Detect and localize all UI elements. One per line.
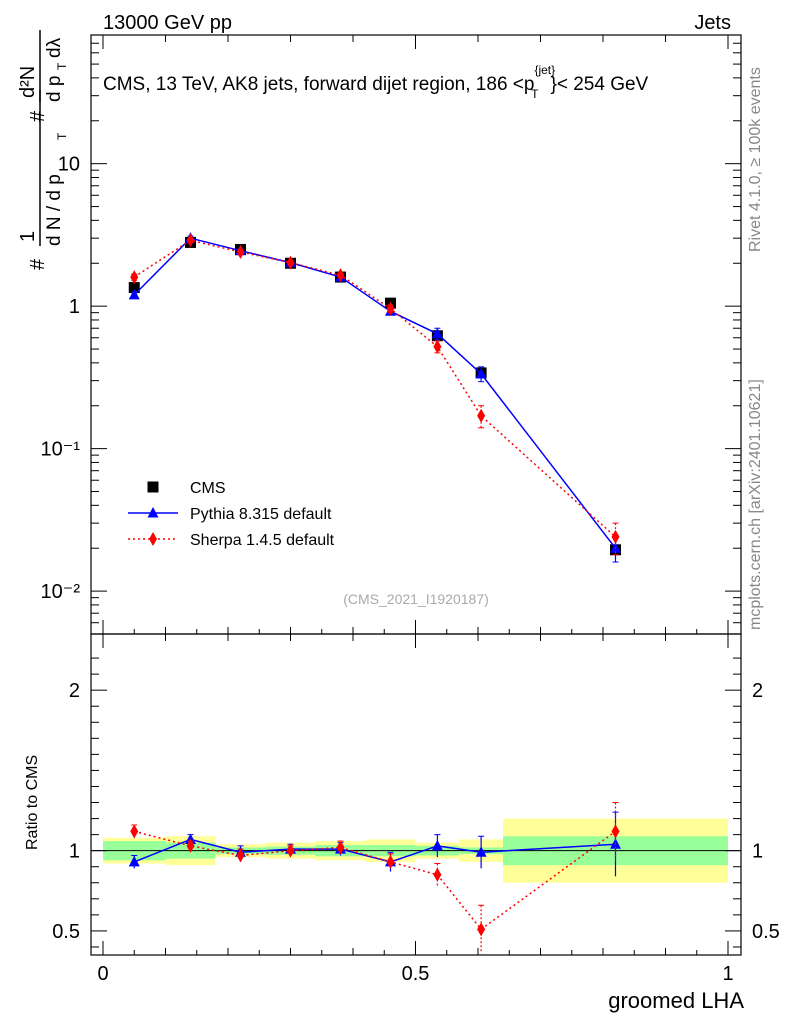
y-label-d2n: d²N <box>17 66 39 98</box>
rivet-label: Rivet 4.1.0, ≥ 100k events <box>747 67 764 252</box>
x-tick-label: 0 <box>97 963 108 985</box>
main-point-1-7 <box>475 367 487 379</box>
main-point-2-1 <box>186 233 195 248</box>
title-end: }< 254 GeV <box>551 74 649 95</box>
ratio-point-0-0 <box>128 855 140 867</box>
y-tick-label: 1 <box>69 296 80 318</box>
legend-marker-2 <box>149 532 157 546</box>
analysis-watermark: (CMS_2021_I1920187) <box>343 591 489 607</box>
main-point-2-2 <box>236 244 245 259</box>
ratio-point-1-4 <box>336 840 345 855</box>
main-point-1-0 <box>128 288 140 300</box>
main-point-2-6 <box>433 339 442 354</box>
ratio-tick-label: 1 <box>69 841 80 863</box>
ratio-point-0-6 <box>431 839 443 851</box>
ratio-point-1-3 <box>286 843 295 858</box>
y-label-hash1: # <box>27 258 49 270</box>
header-left: 13000 GeV pp <box>103 12 232 34</box>
y-tick-label: 10 <box>58 154 80 176</box>
plot-title: CMS, 13 TeV, AK8 jets, forward dijet reg… <box>103 63 649 101</box>
y-label-dl: dλ <box>44 37 65 58</box>
ratio-point-1-8 <box>611 824 620 839</box>
ratio-point-1-6 <box>433 867 442 882</box>
y-label-one: 1 <box>17 231 39 242</box>
legend: CMS Pythia 8.315 default Sherpa 1.4.5 defa… <box>128 480 335 549</box>
y-label-hash2: # <box>27 110 49 122</box>
main-point-2-0 <box>130 270 139 285</box>
main-point-2-4 <box>336 268 345 283</box>
x-tick-label: 0.5 <box>402 963 430 985</box>
ratio-tick-label: 2 <box>69 680 80 702</box>
main-point-0-0 <box>128 282 140 294</box>
main-point-2-7 <box>477 408 486 423</box>
main-frame <box>90 34 742 635</box>
ratio-y-label: Ratio to CMS <box>24 755 41 850</box>
x-axis-label: groomed LHA <box>608 988 744 1013</box>
ratio-tick-label: 0.5 <box>52 921 80 943</box>
ratio-point-1-0 <box>130 824 139 839</box>
ratio-frame <box>90 633 742 956</box>
ratio-point-1-1 <box>186 838 195 853</box>
ratio-tick-label-right: 2 <box>752 680 763 702</box>
legend-label-2: Sherpa 1.4.5 default <box>190 532 335 549</box>
legend-label-1: Pythia 8.315 default <box>190 506 332 523</box>
x-tick-label: 1 <box>722 963 733 985</box>
title-sub: T <box>531 87 539 101</box>
mcplots-label: mcplots.cern.ch [arXiv:2401.10621] <box>747 379 764 630</box>
title-main: CMS, 13 TeV, AK8 jets, forward dijet reg… <box>103 74 534 95</box>
y-label-t1: T <box>55 132 69 140</box>
legend-label-0: CMS <box>190 480 226 497</box>
ratio-line-1 <box>134 830 616 931</box>
y-label-dn: d N / d p <box>44 174 65 246</box>
ratio-tick-label-right: 0.5 <box>752 921 780 943</box>
legend-marker-1 <box>147 507 159 518</box>
main-point-2-5 <box>386 301 395 316</box>
ratio-tick-label-right: 1 <box>752 841 763 863</box>
ratio-point-1-5 <box>386 854 395 869</box>
ratio-plot-layer: 0 0.5 1 0.5 0.5 1 1 2 2 <box>52 633 780 985</box>
y-tick-label: 10⁻¹ <box>41 439 81 461</box>
y-label-t2: T <box>55 62 69 70</box>
y-label-dpt: d p <box>44 76 65 102</box>
title-sup: {jet} <box>534 63 555 77</box>
ratio-point-1-2 <box>236 848 245 863</box>
main-line-1 <box>133 237 617 549</box>
ratio-point-0-7 <box>475 846 487 857</box>
y-axis-label: # 1 d N / d p T # d²N d p T dλ <box>17 30 69 270</box>
main-plot-layer: 10⁻² 10⁻¹ 1 10 <box>41 34 742 635</box>
main-point-2-3 <box>286 255 295 270</box>
header-right: Jets <box>694 12 731 34</box>
ratio-point-1-7 <box>477 922 486 937</box>
main-point-2-8 <box>611 529 620 544</box>
legend-marker-0 <box>147 481 159 493</box>
main-point-1-6 <box>431 327 443 339</box>
y-tick-label: 10⁻² <box>41 581 81 603</box>
